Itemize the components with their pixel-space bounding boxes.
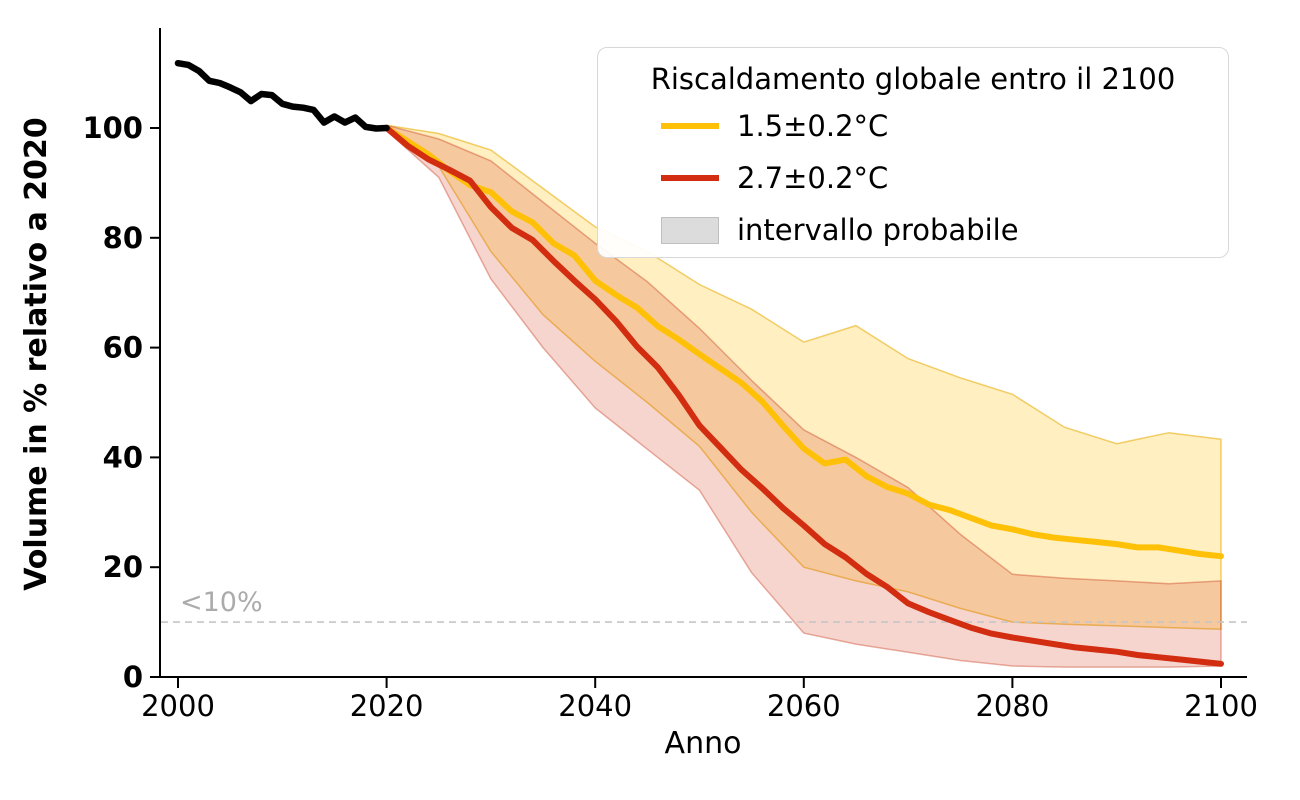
legend: Riscaldamento globale entro il 2100 1.5±… bbox=[597, 47, 1229, 258]
legend-patch-swatch-likely-range bbox=[661, 216, 719, 244]
x-tick-label: 2060 bbox=[767, 689, 841, 723]
x-tick-label: 2000 bbox=[141, 689, 215, 723]
line-2p7 bbox=[383, 125, 1224, 667]
x-tick-label: 2040 bbox=[558, 689, 632, 723]
y-tick-label: 0 bbox=[123, 660, 143, 694]
legend-label-likely-range: intervallo probabile bbox=[737, 213, 1019, 247]
legend-item-2p7: 2.7±0.2°C bbox=[598, 152, 1228, 204]
legend-line-swatch-2p7 bbox=[661, 175, 719, 181]
x-tick-label: 2100 bbox=[1184, 689, 1258, 723]
legend-label-1p5: 1.5±0.2°C bbox=[737, 109, 889, 143]
series-layer bbox=[174, 59, 1224, 667]
y-ticks: 0 20 40 60 80 100 bbox=[82, 111, 160, 694]
legend-line-swatch-1p5 bbox=[661, 123, 719, 129]
line-1p5 bbox=[383, 125, 1224, 560]
legend-label-2p7: 2.7±0.2°C bbox=[737, 161, 889, 195]
historical-line bbox=[174, 59, 390, 132]
threshold-annotation: <10% bbox=[180, 587, 263, 618]
legend-item-1p5: 1.5±0.2°C bbox=[598, 100, 1228, 152]
y-tick-label: 60 bbox=[103, 331, 143, 365]
y-axis-label: Volume in % relativo a 2020 bbox=[19, 117, 54, 591]
legend-title: Riscaldamento globale entro il 2100 bbox=[650, 62, 1176, 96]
band-1p5 bbox=[385, 124, 1222, 630]
y-tick-label: 40 bbox=[103, 440, 143, 474]
y-tick-label: 20 bbox=[103, 550, 143, 584]
x-ticks: 2000 2020 2040 2060 2080 2100 bbox=[141, 678, 1258, 723]
x-axis-label: Anno bbox=[665, 726, 742, 761]
y-tick-label: 100 bbox=[82, 111, 143, 145]
x-tick-label: 2020 bbox=[350, 689, 424, 723]
y-tick-label: 80 bbox=[103, 221, 143, 255]
legend-item-likely-range: intervallo probabile bbox=[598, 204, 1228, 256]
band-layer bbox=[385, 124, 1222, 668]
x-tick-label: 2080 bbox=[975, 689, 1049, 723]
